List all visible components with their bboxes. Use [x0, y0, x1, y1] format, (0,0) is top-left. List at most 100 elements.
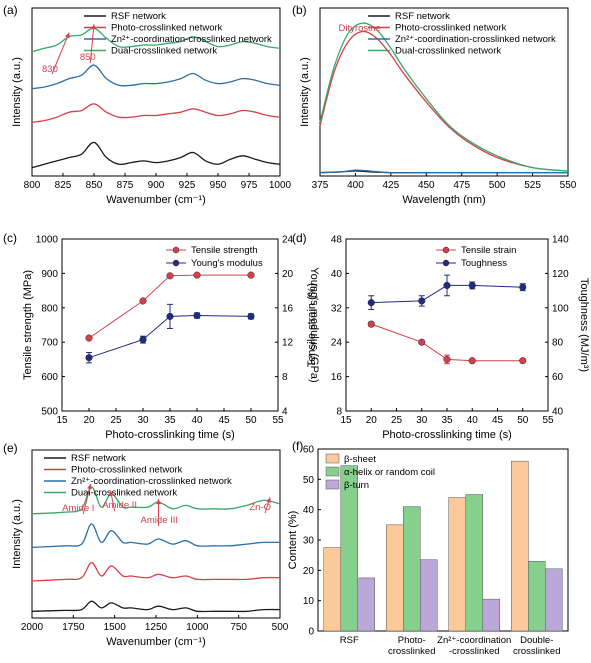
annotation-arrowhead: [109, 490, 114, 497]
x-tick-label: 55: [272, 415, 284, 426]
bar: [528, 560, 546, 632]
legend-label: Zn²⁺-coordination-crosslinked network: [395, 34, 556, 45]
x-tick-label: 1500: [104, 622, 127, 633]
y-axis-label: Intensity (a.u.): [299, 57, 311, 127]
y-tick-label-right: 80: [552, 338, 564, 349]
bar: [420, 559, 438, 632]
x-tick-label: 40: [191, 415, 203, 426]
x-tick-label: 50: [245, 415, 257, 426]
data-point: [193, 271, 201, 279]
annotation-arrow: [89, 24, 95, 64]
x-tick-label: 1250: [145, 622, 168, 633]
legend-label: RSF network: [71, 453, 126, 464]
x-tick-label: 750: [230, 622, 247, 633]
bar: [323, 547, 341, 632]
annotation-arrowhead: [65, 32, 70, 39]
annotation: Amide III: [141, 515, 179, 526]
data-point: [418, 338, 426, 346]
x-tick-label: 475: [453, 180, 470, 191]
data-point: [519, 283, 527, 291]
legend-label: Zn²⁺-coordination-crosslinked network: [111, 34, 272, 45]
series-line-1: [31, 561, 281, 582]
y-tick-label: 1000: [36, 235, 59, 246]
bar: [448, 497, 466, 632]
x-axis-label: Wavenumber (cm⁻¹): [106, 194, 206, 206]
x-tick-label: 500: [489, 180, 506, 191]
y-tick-label: 700: [41, 338, 58, 349]
x-tick-label: 35: [441, 415, 453, 426]
y-axis-label: Tensile strength (MPa): [22, 270, 34, 380]
x-tick-label: 900: [148, 180, 165, 191]
x-axis-label: Photo-crosslinking time (s): [382, 429, 512, 441]
data-point: [443, 281, 451, 289]
legend-label: Dual-crosslinked network: [395, 46, 501, 57]
panel-b: (b) 375 400 425 450 475 500 525 550 Wavelength (n…: [292, 3, 577, 206]
x-tick-label: 45: [492, 415, 504, 426]
y-tick-label: 600: [41, 372, 58, 383]
category-label: Photo-: [398, 635, 426, 646]
panel-d: (d) 15 20 25 30 35 40 45 50 55 Photo-crosslinking …: [292, 231, 590, 441]
y-tick-label-right: 12: [282, 338, 294, 349]
x-tick-label: 2000: [21, 622, 44, 633]
annotation-arrowhead: [266, 497, 271, 503]
series-line-1: [319, 30, 569, 172]
legend-label: Tensile strength: [191, 245, 258, 256]
x-tick-label: 15: [56, 415, 68, 426]
x-tick-label: 55: [542, 415, 554, 426]
annotation: 830: [42, 64, 58, 75]
legend-label: RSF network: [111, 11, 166, 22]
y-tick-label-right: 4: [282, 407, 288, 418]
x-tick-label: 20: [83, 415, 95, 426]
annotation: Zn-O: [249, 502, 271, 513]
x-tick-label: 825: [55, 180, 72, 191]
annotation: 850: [80, 52, 96, 63]
bar: [357, 577, 375, 632]
legend-label: β-turn: [344, 480, 369, 491]
panel-c: (c) 15 20 25 30 35 40 45 50 55 Photo-crosslinking …: [3, 231, 320, 441]
legend-marker: [172, 246, 180, 254]
y-tick-label: 50: [303, 475, 315, 486]
x-tick-label: 30: [137, 415, 149, 426]
y-tick-label: 20: [303, 566, 315, 577]
y-axis-label-right: Toughness (MJ/m³): [578, 278, 590, 372]
bar: [340, 465, 358, 632]
data-point: [367, 299, 375, 307]
x-tick-label: 550: [560, 180, 577, 191]
data-point: [418, 297, 426, 305]
y-tick-label: 0: [308, 627, 314, 638]
x-tick-label: 850: [86, 180, 103, 191]
legend-label: Dual-crosslinked network: [71, 488, 177, 499]
x-axis-label: Wavenumber (cm⁻¹): [106, 636, 206, 648]
y-tick-label-right: 120: [552, 269, 569, 280]
legend-marker: [442, 246, 450, 254]
panel-e: (e) 2000 1750 1500 1250 1000 750 500 Wavenumber …: [3, 441, 289, 648]
x-tick-label: 35: [164, 415, 176, 426]
series-line-2: [319, 169, 568, 174]
annotation: Dityrosine: [339, 23, 381, 34]
y-axis-label-right: Young's modulus (GPa): [308, 267, 320, 382]
legend-label: RSF network: [395, 11, 450, 22]
x-tick-label: 1000: [269, 180, 292, 191]
data-point: [468, 357, 476, 365]
data-point: [85, 354, 93, 362]
legend-label: Photo-crosslinked network: [395, 23, 507, 34]
x-tick-label: 25: [110, 415, 122, 426]
legend-marker: [172, 259, 180, 267]
y-tick-label-right: 20: [282, 269, 294, 280]
legend-marker: [442, 259, 450, 267]
data-point: [166, 272, 174, 280]
x-tick-label: 1750: [62, 622, 85, 633]
bar: [465, 494, 483, 632]
panel-label: (d): [292, 231, 307, 245]
x-tick-label: 20: [366, 415, 378, 426]
category-label: RSF: [340, 635, 359, 646]
legend-label: Dual-crosslinked network: [111, 46, 217, 57]
series-line-3: [31, 27, 281, 53]
x-tick-label: 525: [524, 180, 541, 191]
legend-label: α-helix or random coil: [344, 467, 435, 478]
panel-label: (c): [3, 231, 17, 245]
data-point: [139, 336, 147, 344]
category-label: -crosslinked: [449, 646, 500, 657]
category-label: Zn²⁺-coordination: [437, 635, 511, 646]
